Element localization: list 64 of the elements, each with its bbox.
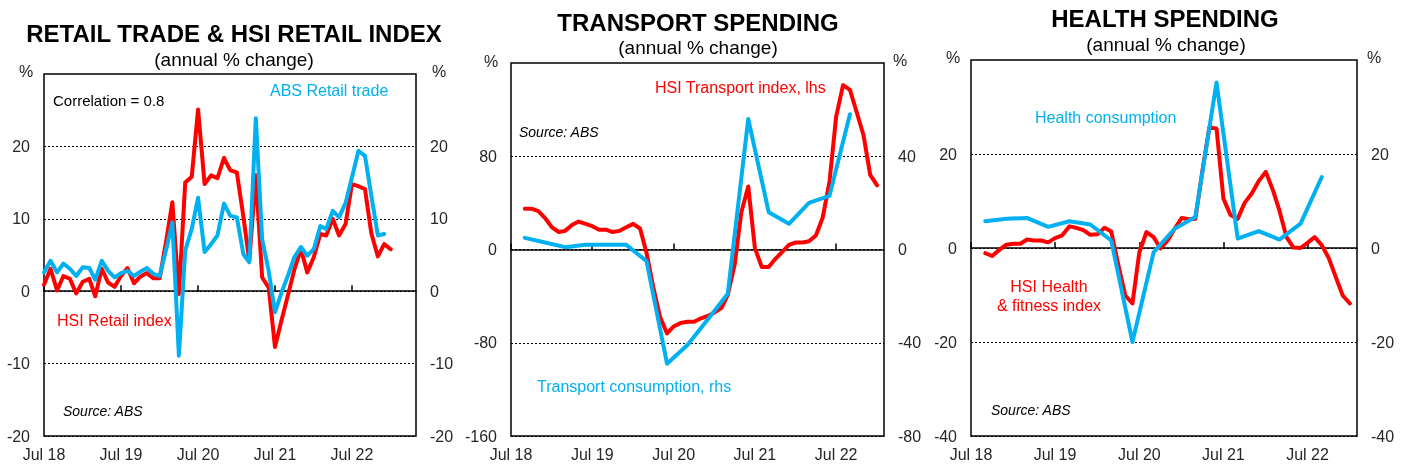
text: Transport consumption, rhs	[537, 377, 732, 395]
x-tick-label: Jul 20	[652, 445, 696, 463]
x-tick-label: Jul 20	[1118, 445, 1161, 463]
series-label: HSI Health & fitness index	[996, 278, 1102, 314]
y-tick-label: -20	[6, 427, 31, 445]
y-tick-label: 80	[479, 147, 498, 165]
y2-tick-label: 0	[430, 282, 439, 300]
line-series	[983, 80, 1324, 344]
annotation: Source: ABS	[519, 124, 600, 140]
y-tick-label: 0	[488, 241, 498, 258]
series-label: ABS Retail trade	[270, 81, 389, 99]
annotation: Source: ABS	[63, 403, 144, 419]
annotation: Correlation = 0.8	[53, 91, 165, 109]
chart-title: TRANSPORT SPENDING	[557, 8, 839, 36]
y2-axis-title: %	[892, 51, 908, 69]
y2-tick-label: 0	[898, 241, 907, 258]
y2-tick-label: -20	[430, 427, 454, 445]
y2-tick-label: 20	[1371, 145, 1389, 163]
annotation: Source: ABS	[991, 402, 1072, 418]
y2-tick-label: 0	[1371, 239, 1380, 257]
x-tick-label: Jul 21	[253, 445, 297, 463]
x-tick-label: Jul 21	[1202, 445, 1245, 463]
y2-tick-label: -20	[1371, 333, 1395, 351]
y-tick-label: 0	[21, 282, 31, 300]
chart-title: HEALTH SPENDING	[1051, 4, 1279, 32]
x-tick-label: Jul 22	[814, 445, 858, 463]
x-tick-label: Jul 18	[489, 445, 533, 463]
y2-tick-label: -10	[430, 355, 454, 373]
x-tick-label: Jul 19	[570, 445, 614, 463]
y2-axis-title: %	[431, 62, 447, 80]
text: Health consumption	[1035, 108, 1177, 126]
x-tick-label: Jul 20	[176, 445, 220, 463]
x-tick-label: Jul 19	[1033, 445, 1077, 463]
x-tick-label: Jul 18	[949, 445, 993, 463]
y-tick-label: -10	[6, 355, 31, 373]
x-tick-label: Jul 19	[99, 445, 143, 463]
y-tick-label: -160	[464, 427, 498, 445]
y-tick-label: 10	[12, 210, 31, 228]
y-tick-label: -20	[933, 333, 958, 351]
y-tick-label: 20	[12, 137, 31, 155]
chart-subtitle: (annual % change)	[154, 48, 314, 70]
y-tick-label: 20	[939, 145, 958, 163]
chart-subtitle: (annual % change)	[618, 36, 778, 58]
y-tick-label: -40	[933, 427, 958, 445]
series-label: HSI Retail index	[57, 311, 172, 329]
x-tick-label: Jul 22	[1286, 445, 1329, 463]
x-tick-label: Jul 21	[733, 445, 777, 463]
y2-axis-title: %	[1366, 48, 1382, 66]
x-tick-label: Jul 22	[330, 445, 374, 463]
chart-subtitle: (annual % change)	[1086, 33, 1246, 55]
y2-tick-label: 20	[430, 137, 448, 155]
series-label: HSI Transport index, lhs	[655, 78, 826, 96]
y-axis-title: %	[945, 48, 961, 66]
y-axis-title: %	[483, 52, 499, 70]
x-tick-label: Jul 18	[22, 445, 66, 463]
y2-tick-label: -40	[898, 334, 922, 352]
y2-tick-label: -80	[898, 427, 922, 445]
y2-tick-label: -40	[1371, 427, 1395, 445]
chart-title: RETAIL TRADE & HSI RETAIL INDEX	[26, 19, 442, 47]
y-tick-label: -80	[473, 334, 498, 352]
y-axis-title: %	[18, 62, 34, 80]
y2-tick-label: 10	[430, 210, 448, 228]
y-tick-label: 0	[948, 239, 958, 257]
y2-tick-label: 40	[898, 147, 916, 165]
